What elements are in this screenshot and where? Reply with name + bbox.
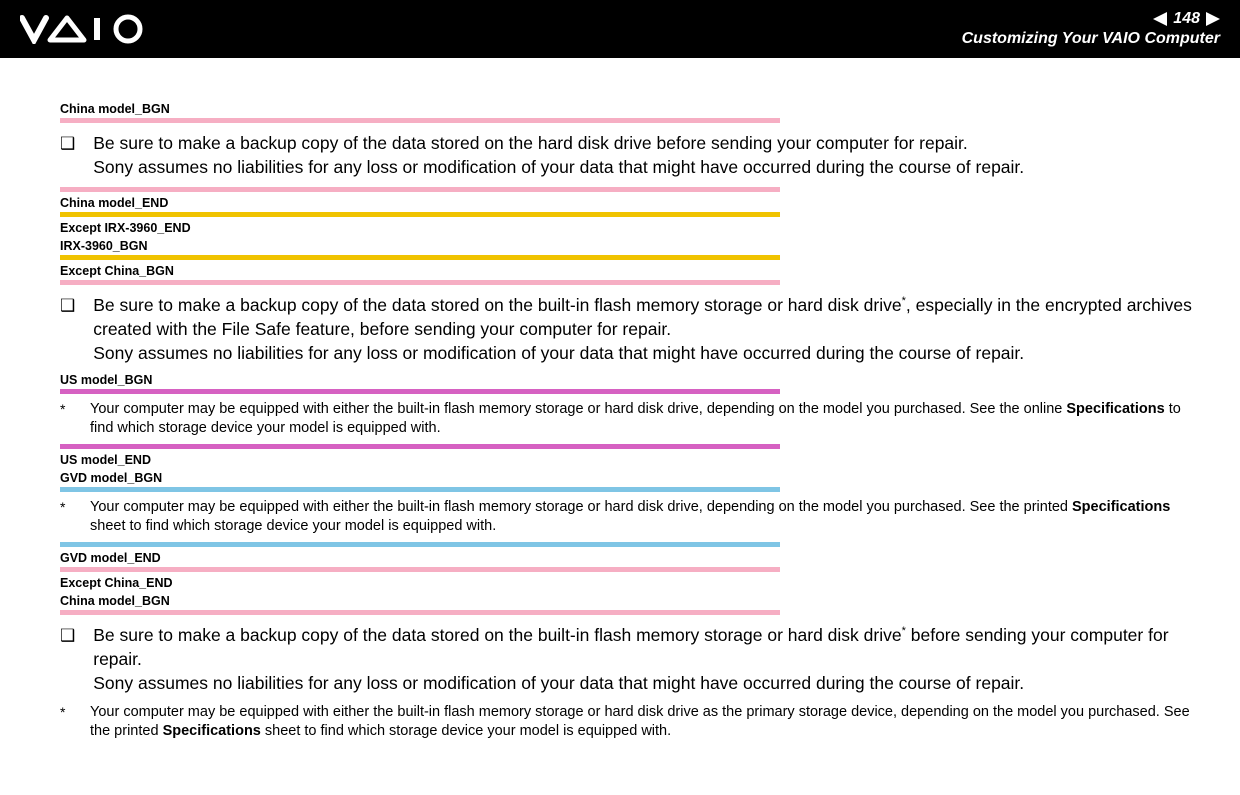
tag-except-irx-end: Except IRX-3960_END: [60, 221, 1200, 235]
footnote-2-post: sheet to find which storage device your …: [90, 518, 496, 534]
tag-china-bgn: China model_BGN: [60, 102, 1200, 116]
bullet-icon: ❑: [60, 132, 75, 156]
bullet-icon: ❑: [60, 624, 75, 648]
footnote-2-pre: Your computer may be equipped with eithe…: [90, 499, 1072, 515]
bar-pink: [60, 567, 780, 572]
prev-page-arrow-icon[interactable]: [1153, 12, 1167, 26]
tag-except-china-bgn: Except China_BGN: [60, 264, 1200, 278]
page-number: 148: [1173, 10, 1200, 28]
bar-skyblue: [60, 542, 780, 547]
footnote-2: * Your computer may be equipped with eit…: [60, 498, 1200, 536]
tag-china-bgn2: China model_BGN: [60, 594, 1200, 608]
footnote-star: *: [60, 400, 70, 419]
tag-except-china-end: Except China_END: [60, 576, 1200, 590]
bullet-1-line2: Sony assumes no liabilities for any loss…: [93, 157, 1024, 177]
tag-us-end: US model_END: [60, 453, 1200, 467]
bullet-2-line2: Sony assumes no liabilities for any loss…: [93, 343, 1024, 363]
bar-magenta: [60, 389, 780, 394]
footnote-text: Your computer may be equipped with eithe…: [90, 703, 1200, 741]
bar-pink: [60, 610, 780, 615]
bar-pink: [60, 118, 780, 123]
footnote-star: *: [60, 498, 70, 517]
page-content: China model_BGN ❑ Be sure to make a back…: [0, 58, 1240, 767]
bullet-1: ❑ Be sure to make a backup copy of the d…: [60, 131, 1200, 179]
bullet-text: Be sure to make a backup copy of the dat…: [93, 293, 1200, 365]
bullet-1-line1: Be sure to make a backup copy of the dat…: [93, 133, 968, 153]
footnote-3: * Your computer may be equipped with eit…: [60, 703, 1200, 741]
header-right: 148 Customizing Your VAIO Computer: [962, 10, 1220, 48]
bullet-text: Be sure to make a backup copy of the dat…: [93, 623, 1200, 695]
tag-us-bgn: US model_BGN: [60, 373, 1200, 387]
footnote-3-post: sheet to find which storage device your …: [261, 723, 671, 739]
bullet-3-pre: Be sure to make a backup copy of the dat…: [93, 625, 901, 645]
bar-yellow: [60, 212, 780, 217]
page-header: 148 Customizing Your VAIO Computer: [0, 0, 1240, 58]
bar-yellow: [60, 255, 780, 260]
footnote-3-bold: Specifications: [163, 723, 261, 739]
bullet-2: ❑ Be sure to make a backup copy of the d…: [60, 293, 1200, 365]
tag-gvd-bgn: GVD model_BGN: [60, 471, 1200, 485]
footnote-star: *: [60, 703, 70, 722]
section-title: Customizing Your VAIO Computer: [962, 30, 1220, 48]
footnote-1-pre: Your computer may be equipped with eithe…: [90, 401, 1066, 417]
page-nav: 148: [962, 10, 1220, 28]
footnote-text: Your computer may be equipped with eithe…: [90, 498, 1200, 536]
next-page-arrow-icon[interactable]: [1206, 12, 1220, 26]
bullet-text: Be sure to make a backup copy of the dat…: [93, 131, 1200, 179]
tag-gvd-end: GVD model_END: [60, 551, 1200, 565]
footnote-text: Your computer may be equipped with eithe…: [90, 400, 1200, 438]
bar-magenta: [60, 444, 780, 449]
bar-skyblue: [60, 487, 780, 492]
bar-pink: [60, 280, 780, 285]
tag-irx-bgn: IRX-3960_BGN: [60, 239, 1200, 253]
footnote-2-bold: Specifications: [1072, 499, 1170, 515]
tag-china-end: China model_END: [60, 196, 1200, 210]
bullet-icon: ❑: [60, 294, 75, 318]
footnote-1-bold: Specifications: [1066, 401, 1164, 417]
footnote-1: * Your computer may be equipped with eit…: [60, 400, 1200, 438]
bullet-3-line2: Sony assumes no liabilities for any loss…: [93, 673, 1024, 693]
bullet-3: ❑ Be sure to make a backup copy of the d…: [60, 623, 1200, 695]
vaio-logo: [20, 14, 160, 44]
bar-pink: [60, 187, 780, 192]
bullet-2-pre: Be sure to make a backup copy of the dat…: [93, 295, 901, 315]
